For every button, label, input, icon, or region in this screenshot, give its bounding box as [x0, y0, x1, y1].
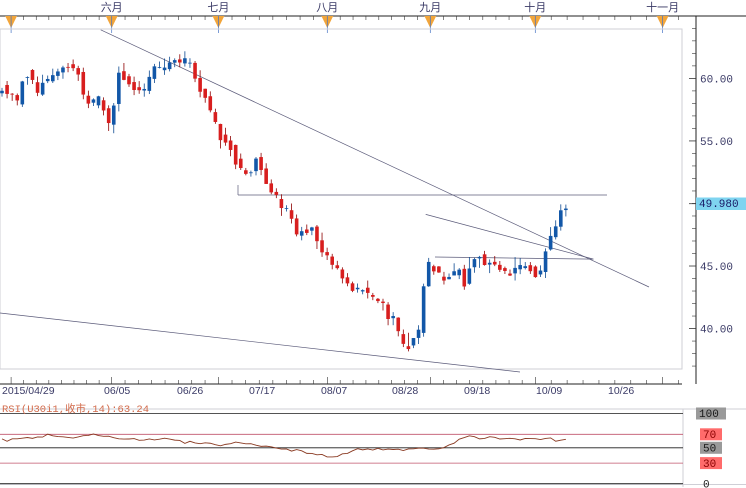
- svg-text:30: 30: [703, 459, 716, 471]
- svg-text:RSI(U30i1,收市,14):63.24: RSI(U30i1,收市,14):63.24: [2, 402, 149, 416]
- svg-text:十一月: 十一月: [646, 0, 679, 14]
- svg-text:55.00: 55.00: [700, 137, 733, 149]
- svg-text:70: 70: [703, 430, 716, 442]
- svg-text:06/05: 06/05: [104, 385, 130, 397]
- svg-text:10/09: 10/09: [536, 385, 562, 397]
- svg-text:十月: 十月: [524, 0, 546, 14]
- svg-text:45.00: 45.00: [700, 262, 733, 274]
- svg-text:九月: 九月: [419, 1, 441, 14]
- svg-text:0: 0: [703, 480, 710, 488]
- svg-text:八月: 八月: [316, 2, 338, 14]
- svg-text:六月: 六月: [101, 1, 123, 14]
- svg-text:09/18: 09/18: [464, 385, 490, 397]
- svg-text:49.980: 49.980: [699, 199, 739, 211]
- svg-text:10/26: 10/26: [608, 385, 634, 397]
- svg-text:2015/04/29: 2015/04/29: [2, 385, 55, 397]
- svg-text:60.00: 60.00: [700, 74, 733, 86]
- svg-text:50: 50: [703, 444, 716, 456]
- svg-text:100: 100: [699, 409, 719, 421]
- svg-text:40.00: 40.00: [700, 325, 733, 337]
- svg-text:08/07: 08/07: [321, 385, 347, 397]
- svg-text:七月: 七月: [207, 1, 229, 14]
- svg-text:06/26: 06/26: [177, 385, 203, 397]
- svg-text:08/28: 08/28: [392, 385, 418, 397]
- svg-text:07/17: 07/17: [249, 385, 275, 397]
